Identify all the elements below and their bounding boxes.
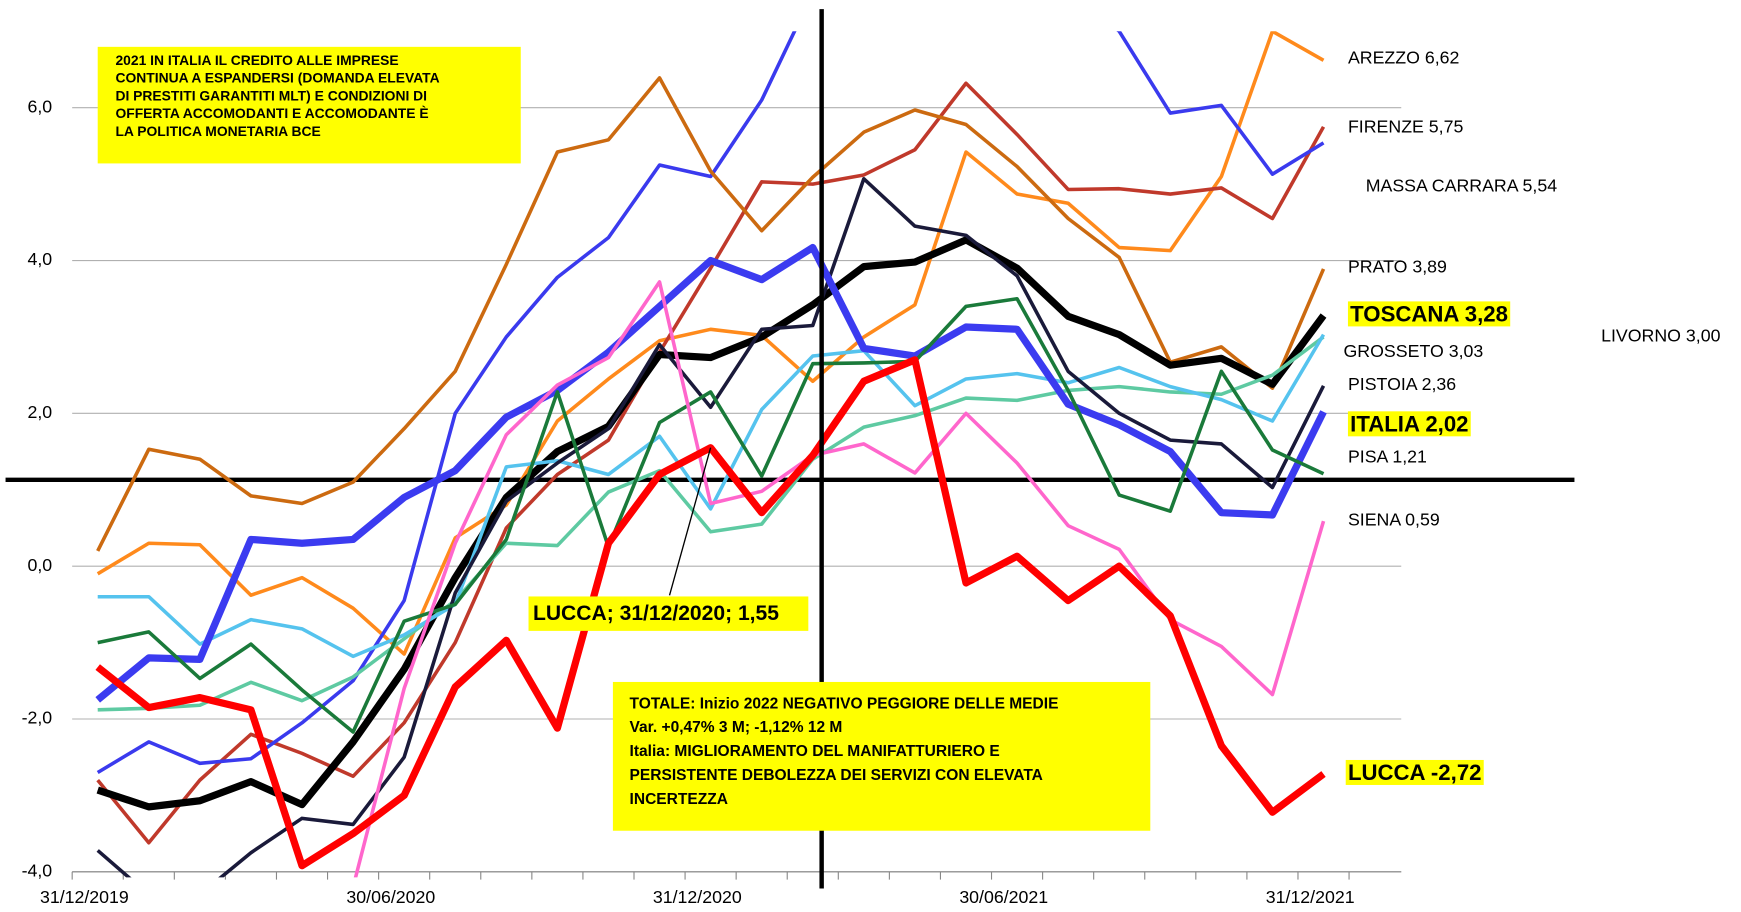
- annotation-pointer: [668, 447, 712, 596]
- series-line: [97, 333, 1326, 659]
- annotation-text: Var. +0,47% 3 M; -1,12% 12 M: [630, 719, 843, 736]
- series-label: LUCCA -2,72: [1348, 760, 1482, 785]
- annotation-text: PERSISTENTE DEBOLEZZA DEI SERVIZI CON EL…: [630, 767, 1043, 784]
- series-line: [96, 76, 1326, 552]
- y-tick-label: -2,0: [22, 708, 53, 728]
- annotation-box: [612, 681, 1151, 831]
- y-tick-label: 0,0: [27, 555, 52, 575]
- annotation-text: Italia: MIGLIORAMENTO DEL MANIFATTURIERO…: [630, 743, 1000, 760]
- series-label: MASSA CARRARA 5,54: [1366, 175, 1558, 195]
- series-label: ITALIA 2,02: [1350, 411, 1468, 436]
- series-line: [96, 81, 1326, 845]
- annotation-text: OFFERTA ACCOMODANTI E ACCOMODANTE È: [115, 105, 428, 121]
- series-line: [97, 335, 1325, 712]
- y-tick-label: 4,0: [27, 249, 52, 269]
- series-label: TOSCANA 3,28: [1350, 301, 1508, 326]
- label-highlight: [1347, 411, 1471, 437]
- annotation-box: [97, 46, 521, 164]
- series-line: [95, 243, 1327, 703]
- lines: [95, 31, 1327, 878]
- y-tick-label: 6,0: [27, 96, 52, 116]
- x-tick-label: 31/12/2019: [40, 887, 129, 907]
- annotation-text: INCERTEZZA: [630, 791, 728, 808]
- series-line: [96, 176, 1326, 878]
- labels: AREZZO 6,62 FIRENZE 5,75 MASSA CARRARA 5,5…: [1344, 48, 1721, 785]
- series-label: AREZZO 6,62: [1348, 48, 1459, 68]
- series-label: GROSSETO 3,03: [1344, 341, 1484, 361]
- label-highlight: [1345, 759, 1484, 785]
- series-label: FIRENZE 5,75: [1348, 117, 1464, 137]
- series-label: PISA 1,21: [1348, 446, 1427, 466]
- y-tick-label: -4,0: [22, 861, 53, 881]
- annotation-text: 2021 IN ITALIA IL CREDITO ALLE IMPRESE: [115, 52, 398, 68]
- series-line: [96, 31, 1325, 775]
- series-label: LIVORNO 3,00: [1601, 325, 1720, 345]
- annotation-box: [528, 596, 809, 631]
- x-tick-label: 30/06/2020: [346, 887, 435, 907]
- annotation-text: TOTALE: Inizio 2022 NEGATIVO PEGGIORE DE…: [630, 695, 1059, 712]
- annotation-text: CONTINUA A ESPANDERSI (DOMANDA ELEVATA: [115, 70, 439, 86]
- series-line: [96, 31, 1325, 656]
- series-line: [96, 236, 1327, 811]
- annotation-text: LUCCA; 31/12/2020; 1,55: [533, 602, 779, 625]
- series-label: PRATO 3,89: [1348, 256, 1447, 276]
- y-tick-label: 2,0: [27, 402, 52, 422]
- annotation-text: LA POLITICA MONETARIA BCE: [115, 123, 320, 139]
- x-tick-label: 31/12/2021: [1266, 887, 1355, 907]
- series-line: [97, 296, 1325, 734]
- x-tick-label: 30/06/2021: [959, 887, 1048, 907]
- label-highlight: [1347, 301, 1511, 327]
- annotation-text: DI PRESTITI GARANTITI MLT) E CONDIZIONI …: [115, 87, 427, 103]
- series-label: PISTOIA 2,36: [1348, 374, 1456, 394]
- x-tick-label: 31/12/2020: [653, 887, 742, 907]
- series-label: SIENA 0,59: [1348, 510, 1440, 530]
